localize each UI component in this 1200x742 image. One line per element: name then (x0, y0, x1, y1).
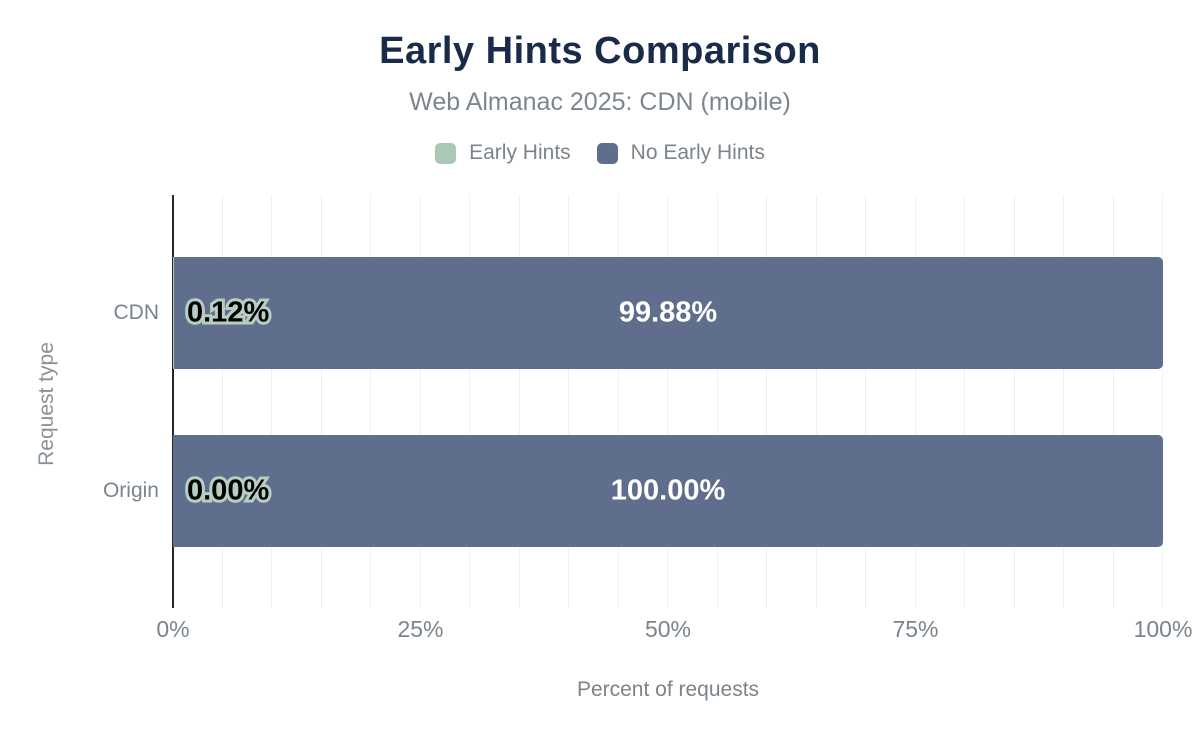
bar-value-label-text: 0.12% (187, 296, 270, 329)
bar-segment-no-early-hints (173, 435, 1163, 547)
gridline (716, 195, 718, 608)
bar-row-cdn: 0.12% 0.12% 99.88% (173, 257, 1163, 369)
y-axis-line (172, 195, 174, 608)
gridline (568, 195, 569, 608)
bar-row-origin: 0.00% 0.00% 100.00% (173, 435, 1163, 547)
gridline (914, 195, 916, 608)
gridline (667, 195, 668, 608)
bar-value-label-no-early-hints: 99.88% (618, 296, 718, 329)
category-label-origin: Origin (102, 479, 159, 502)
gridline (1112, 195, 1114, 608)
bar-segment-no-early-hints (174, 257, 1163, 369)
x-tick-label-25: 25% (397, 616, 444, 642)
bar-segment-early-hints (173, 257, 175, 369)
x-axis-title: Percent of requests (576, 678, 760, 701)
x-tick-label-75: 75% (892, 616, 939, 642)
legend-swatch-icon (435, 142, 457, 164)
gridline (865, 195, 866, 608)
gridline (419, 195, 421, 608)
x-tick-label-100: 100% (1133, 616, 1193, 642)
legend-swatch-icon (596, 142, 618, 164)
gridline (221, 195, 223, 608)
bar-value-label-early-hints: 0.00% 0.00% (184, 473, 272, 508)
gridline (518, 195, 520, 608)
gridline (1063, 195, 1064, 608)
chart-legend: Early Hints No Early Hints (0, 141, 1200, 165)
legend-label: No Early Hints (630, 141, 765, 164)
gridline (617, 195, 619, 608)
gridline (815, 195, 817, 608)
bar-value-label-no-early-hints: 100.00% (610, 474, 726, 507)
bar-value-label-early-hints: 0.12% 0.12% (184, 295, 272, 330)
bar-value-label-outline: 0.12% (184, 295, 272, 330)
gridline (1162, 195, 1163, 608)
bar-value-label-outline: 0.00% (184, 473, 272, 508)
category-label-cdn: CDN (113, 301, 160, 324)
gridline (320, 195, 322, 608)
legend-item-early-hints[interactable]: Early Hints (435, 141, 571, 165)
gridline (1013, 195, 1015, 608)
legend-label: Early Hints (469, 141, 571, 164)
gridline (271, 195, 272, 608)
x-tick-label-50: 50% (644, 616, 692, 642)
gridline (766, 195, 767, 608)
gridline (469, 195, 470, 608)
plot-area: 0.12% 0.12% 99.88% 0.00% 0.00% 100.00% (172, 195, 1163, 608)
legend-item-no-early-hints[interactable]: No Early Hints (596, 141, 765, 165)
bar-value-label-text: 0.00% (187, 474, 270, 507)
x-tick-label-0: 0% (156, 616, 190, 642)
gridline (964, 195, 965, 608)
gridline (370, 195, 371, 608)
chart-subtitle: Web Almanac 2025: CDN (mobile) (409, 88, 791, 116)
chart-title: Early Hints Comparison (379, 30, 821, 72)
